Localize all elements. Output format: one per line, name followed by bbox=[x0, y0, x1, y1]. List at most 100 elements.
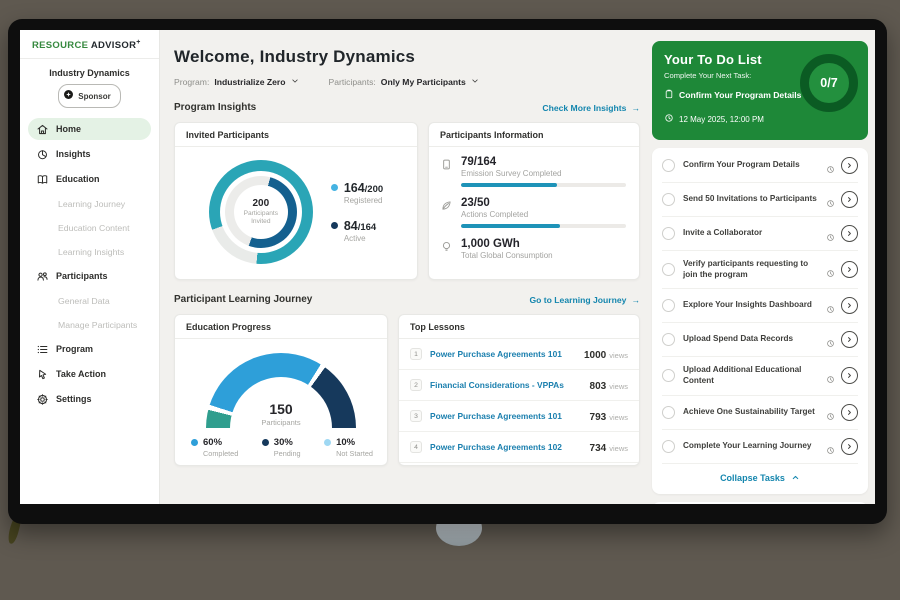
participants-dropdown[interactable]: Only My Participants bbox=[381, 77, 479, 87]
chevron-down-icon bbox=[291, 77, 299, 87]
task-go-button[interactable] bbox=[841, 331, 858, 349]
task-go-button[interactable] bbox=[841, 403, 858, 421]
legend-total: /164 bbox=[357, 222, 377, 233]
views-label: views bbox=[609, 444, 628, 453]
lesson-row[interactable]: 2 Financial Considerations - VPPAs 803 vi… bbox=[399, 370, 639, 401]
stat-global-consumption: 1,000 GWh Total Global Consumption bbox=[440, 238, 626, 260]
sidebar-item-insights[interactable]: Insights bbox=[28, 143, 151, 165]
sidebar-item-home[interactable]: Home bbox=[28, 118, 151, 141]
sidebar-item-education-content[interactable]: Education Content bbox=[28, 217, 151, 238]
task-checkbox[interactable] bbox=[662, 369, 675, 383]
clock-icon bbox=[664, 110, 674, 128]
stat-value: 23/50 bbox=[461, 197, 490, 209]
sidebar-item-manage-participants[interactable]: Manage Participants bbox=[28, 314, 151, 335]
task-row: Confirm Your Program Details bbox=[662, 149, 858, 183]
task-checkbox[interactable] bbox=[662, 439, 675, 453]
task-row: Explore Your Insights Dashboard bbox=[662, 289, 858, 324]
legend-value: 164 bbox=[343, 181, 365, 195]
legend-label: Completed bbox=[203, 449, 239, 458]
todo-progress-ring: 0/7 bbox=[800, 54, 858, 112]
task-checkbox[interactable] bbox=[662, 333, 675, 347]
lesson-link[interactable]: Power Purchase Agreements 101 bbox=[430, 411, 562, 421]
sidebar-item-learning-journey[interactable]: Learning Journey bbox=[28, 193, 151, 214]
sidebar-item-label: Education bbox=[56, 174, 100, 185]
clipboard-icon bbox=[664, 86, 674, 104]
participants-dropdown-value: Only My Participants bbox=[380, 77, 466, 87]
sidebar-nav: Home Insights Education Learning Journey… bbox=[20, 108, 159, 410]
sidebar-item-program[interactable]: Program bbox=[28, 338, 151, 360]
lesson-row[interactable]: 1 Power Purchase Agreements 101 1000 view… bbox=[399, 339, 639, 370]
task-checkbox[interactable] bbox=[662, 227, 675, 240]
clock-icon bbox=[826, 161, 835, 173]
stat-value: 79/164 bbox=[461, 156, 497, 168]
chevron-up-icon bbox=[792, 476, 799, 480]
task-checkbox[interactable] bbox=[662, 299, 675, 313]
sidebar-item-learning-insights[interactable]: Learning Insights bbox=[28, 241, 151, 262]
sidebar-item-label: Take Action bbox=[56, 369, 107, 380]
top-lessons-card: Top Lessons 1 Power Purchase Agreements … bbox=[398, 314, 640, 466]
collapse-tasks-label: Collapse Tasks bbox=[720, 472, 785, 483]
task-go-button[interactable] bbox=[841, 225, 858, 242]
lesson-row[interactable]: 3 Power Purchase Agreements 101 793 views bbox=[399, 401, 639, 432]
task-checkbox[interactable] bbox=[662, 159, 675, 172]
sidebar-item-general-data[interactable]: General Data bbox=[28, 290, 151, 311]
education-gauge-chart: 150 Participants bbox=[206, 353, 356, 428]
task-label: Send 50 Invitations to Participants bbox=[683, 194, 817, 204]
org-name: Industry Dynamics bbox=[49, 68, 130, 79]
lesson-views: 734 bbox=[589, 443, 607, 454]
lesson-rank: 1 bbox=[410, 348, 422, 360]
lesson-link[interactable]: Power Purchase Agreements 102 bbox=[430, 442, 562, 452]
sponsor-icon bbox=[63, 87, 74, 105]
invited-donut-chart: 200 Participants Invited bbox=[208, 160, 313, 264]
check-more-insights-link[interactable]: Check More Insights → bbox=[542, 103, 640, 113]
todo-due-date: 12 May 2025, 12:00 PM bbox=[679, 114, 764, 124]
sidebar-item-label: Learning Journey bbox=[58, 198, 126, 209]
sidebar-item-settings[interactable]: Settings bbox=[28, 388, 151, 410]
task-go-button[interactable] bbox=[841, 437, 858, 455]
task-label: Verify participants requesting to join t… bbox=[683, 259, 809, 279]
app-logo[interactable]: RESOURCE ADVISOR+ bbox=[20, 30, 159, 60]
task-label: Explore Your Insights Dashboard bbox=[683, 300, 812, 310]
todo-next-task: Confirm Your Program Details bbox=[679, 90, 802, 100]
invited-participants-title: Invited Participants bbox=[175, 123, 417, 147]
invited-participants-card: Invited Participants 200 Participants In… bbox=[174, 122, 418, 280]
lesson-row[interactable]: 5 Power Purchase Agreements 103 600views bbox=[399, 463, 639, 465]
participants-filter-label: Participants: bbox=[328, 77, 376, 87]
task-go-button[interactable] bbox=[841, 191, 858, 208]
sidebar-item-education[interactable]: Education bbox=[28, 168, 151, 190]
clock-icon bbox=[826, 442, 835, 454]
take-action-icon bbox=[36, 368, 49, 381]
education-icon bbox=[36, 173, 49, 186]
sidebar-item-take-action[interactable]: Take Action bbox=[28, 363, 151, 385]
sidebar-item-participants[interactable]: Participants bbox=[28, 265, 151, 287]
stat-emission-survey: 79/164 Emission Survey Completed bbox=[440, 156, 626, 187]
task-go-button[interactable] bbox=[841, 367, 858, 385]
task-checkbox[interactable] bbox=[662, 263, 675, 277]
task-checkbox[interactable] bbox=[662, 193, 675, 206]
lesson-link[interactable]: Power Purchase Agreements 101 bbox=[430, 349, 562, 359]
views-label: views bbox=[609, 382, 628, 391]
education-progress-card: Education Progress 150 Participants 60% … bbox=[174, 314, 388, 466]
task-go-button[interactable] bbox=[841, 297, 858, 315]
task-row: Achieve One Sustainability Target bbox=[662, 396, 858, 430]
legend-value: 60% bbox=[203, 437, 223, 448]
task-checkbox[interactable] bbox=[662, 405, 675, 419]
lesson-row[interactable]: 4 Power Purchase Agreements 102 734 views bbox=[399, 432, 639, 463]
collapse-tasks-button[interactable]: Collapse Tasks bbox=[662, 464, 858, 493]
sidebar: RESOURCE ADVISOR+ Industry Dynamics Spon… bbox=[20, 30, 160, 504]
go-to-learning-journey-link[interactable]: Go to Learning Journey → bbox=[529, 295, 640, 305]
donut-center-label: Participants Invited bbox=[243, 209, 279, 225]
sidebar-item-label: General Data bbox=[58, 295, 110, 306]
task-go-button[interactable] bbox=[841, 157, 858, 174]
legend-item-completed: 60% Completed bbox=[191, 437, 238, 458]
sidebar-item-label: Education Content bbox=[58, 222, 130, 233]
task-label: Invite a Collaborator bbox=[683, 228, 763, 238]
sponsor-badge[interactable]: Sponsor bbox=[58, 84, 121, 109]
legend-item-registered: 164/200 Registered bbox=[330, 181, 383, 205]
task-go-button[interactable] bbox=[841, 261, 858, 279]
sponsor-badge-label: Sponsor bbox=[78, 91, 111, 101]
participants-information-title: Participants Information bbox=[429, 123, 639, 147]
learning-journey-heading: Participant Learning Journey bbox=[174, 294, 313, 305]
program-dropdown[interactable]: Industrialize Zero bbox=[214, 77, 298, 87]
lesson-link[interactable]: Financial Considerations - VPPAs bbox=[430, 380, 564, 390]
